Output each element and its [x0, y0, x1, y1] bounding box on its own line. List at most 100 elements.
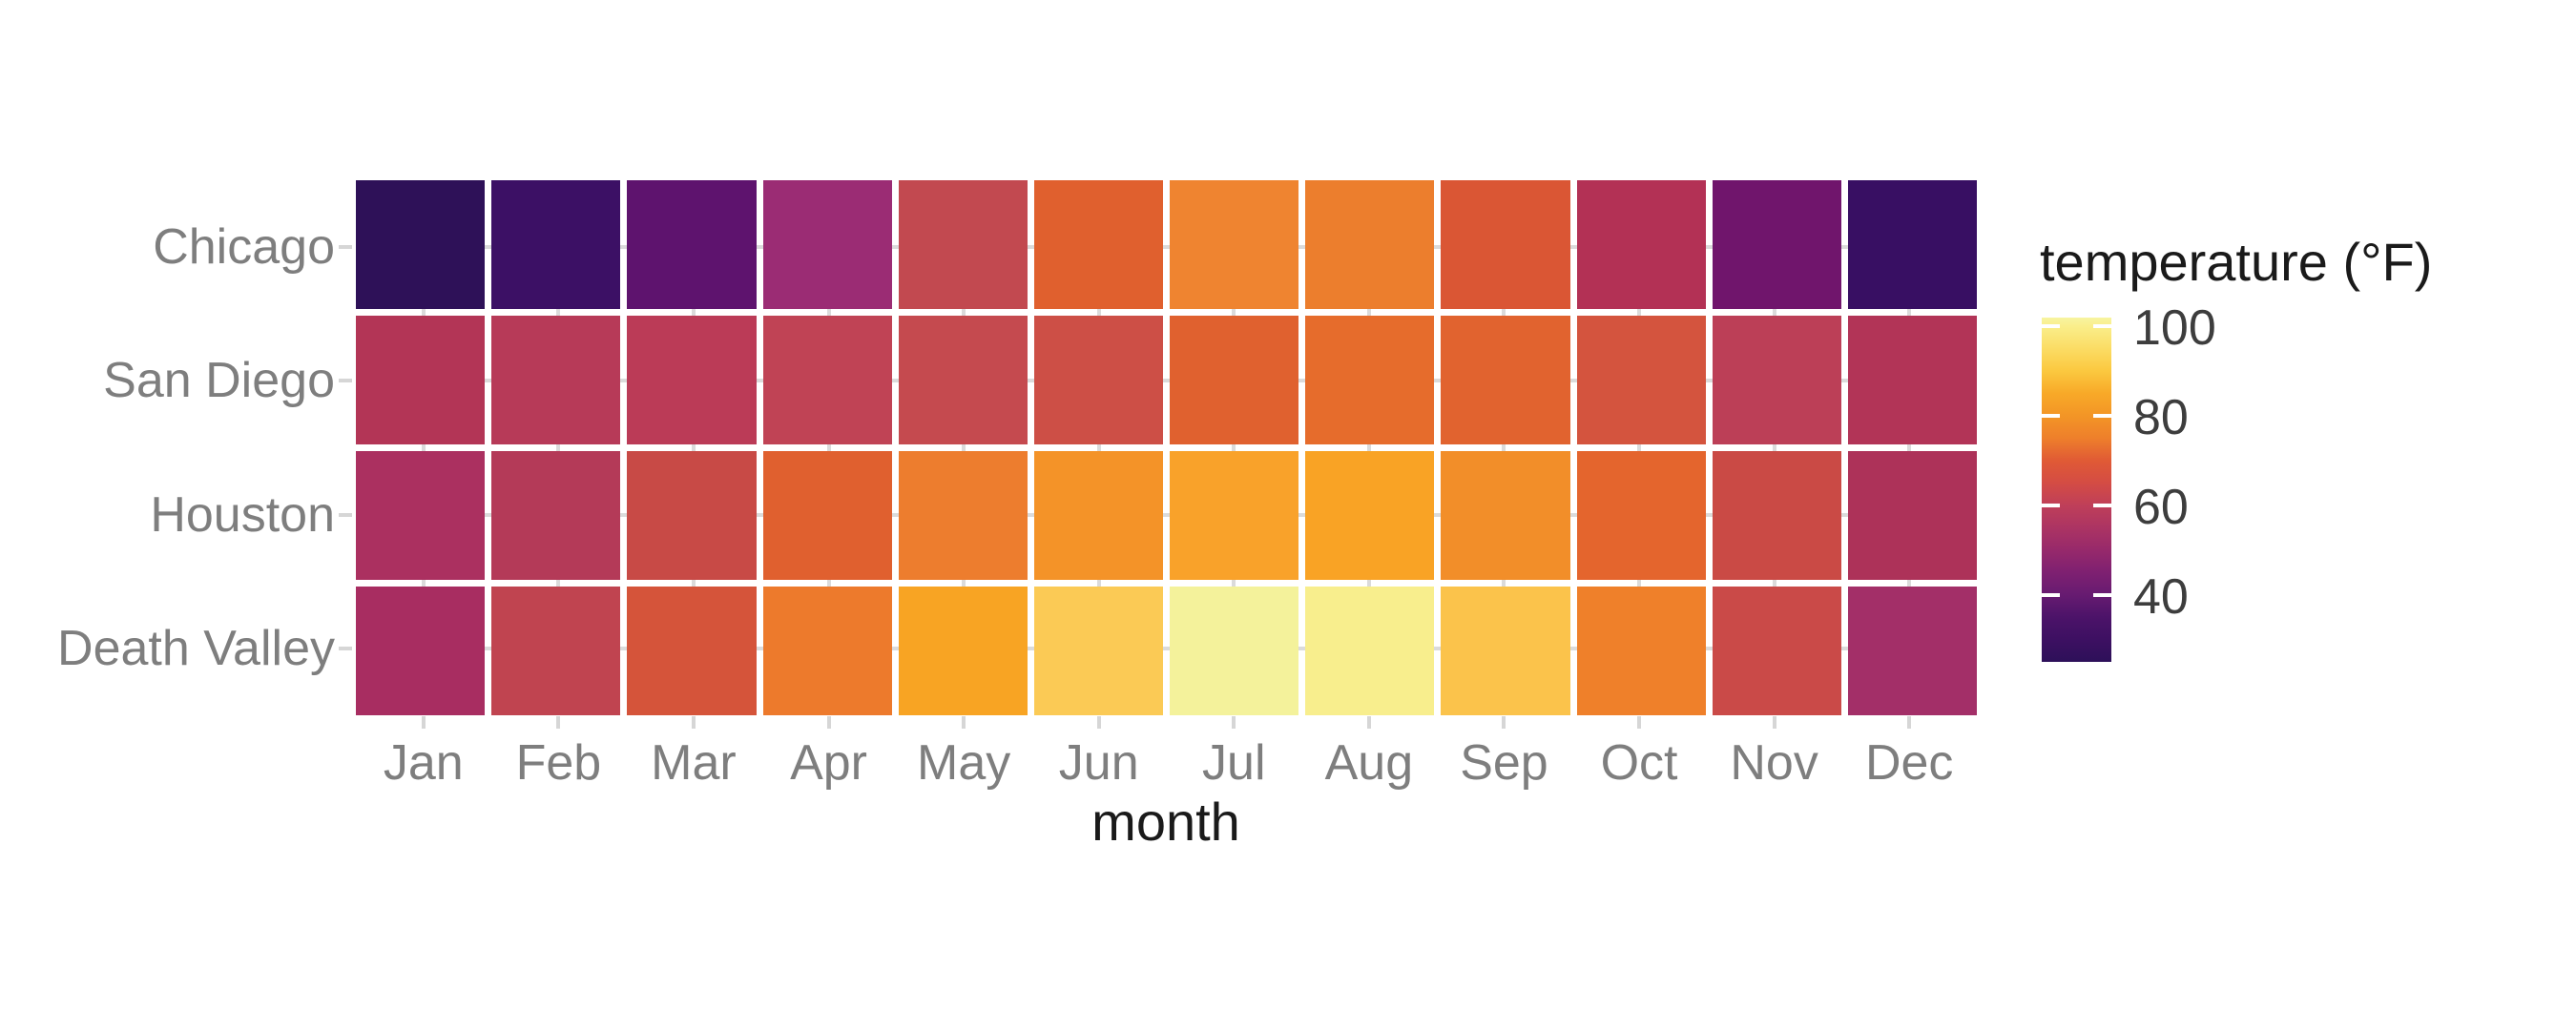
x-axis-tick	[1232, 716, 1236, 729]
heatmap-cell-houston-dec	[1847, 451, 1977, 580]
heatmap-cell-houston-sep	[1441, 451, 1570, 580]
heatmap-cell-chicago-jun	[1033, 180, 1163, 309]
x-axis-tick	[1637, 716, 1642, 729]
heatmap-cell-death-valley-feb	[491, 587, 621, 715]
major-gridline-vertical	[1772, 180, 1776, 715]
major-gridline-vertical	[1366, 180, 1371, 715]
heatmap-cell-death-valley-jul	[1170, 587, 1299, 715]
colorbar-tick-mark	[2042, 324, 2060, 329]
x-axis-tick	[1772, 716, 1776, 729]
heatmap-cell-houston-apr	[762, 451, 892, 580]
x-axis-title: month	[1091, 792, 1240, 852]
legend-title: temperature (°F)	[2040, 232, 2433, 292]
y-axis-label-death-valley: Death Valley	[57, 620, 335, 676]
heatmap-cell-san-diego-nov	[1712, 316, 1841, 444]
x-axis-tick	[826, 716, 831, 729]
colorbar-tick-mark	[2093, 324, 2111, 329]
colorbar-tick-mark	[2093, 414, 2111, 419]
heatmap-cell-houston-may	[898, 451, 1028, 580]
x-axis-label-dec: Dec	[1864, 735, 1954, 791]
x-axis-label-may: May	[917, 735, 1011, 791]
heatmap-cell-chicago-sep	[1441, 180, 1570, 309]
heatmap-cell-death-valley-may	[898, 587, 1028, 715]
heatmap-cell-death-valley-jun	[1033, 587, 1163, 715]
colorbar-tick-label-100: 100	[2133, 300, 2216, 357]
heatmap-cell-san-diego-apr	[762, 316, 892, 444]
x-axis-label-aug: Aug	[1324, 735, 1414, 791]
colorbar-tick-label-60: 60	[2133, 479, 2189, 535]
x-axis-label-feb: Feb	[515, 735, 602, 791]
major-gridline-vertical	[1502, 180, 1506, 715]
heatmap-cell-houston-mar	[627, 451, 757, 580]
heatmap-cell-death-valley-nov	[1712, 587, 1841, 715]
major-gridline-vertical	[1637, 180, 1642, 715]
heatmap-cell-san-diego-jun	[1033, 316, 1163, 444]
heatmap-cell-san-diego-sep	[1441, 316, 1570, 444]
heatmap-cell-san-diego-dec	[1847, 316, 1977, 444]
heatmap-cell-death-valley-jan	[356, 587, 486, 715]
heatmap-cell-death-valley-oct	[1576, 587, 1706, 715]
heatmap-cell-houston-aug	[1305, 451, 1435, 580]
x-axis-tick	[421, 716, 426, 729]
heatmap-cell-san-diego-aug	[1305, 316, 1435, 444]
major-gridline-vertical	[1096, 180, 1101, 715]
y-axis-label-chicago: Chicago	[153, 219, 335, 276]
heatmap-cell-chicago-nov	[1712, 180, 1841, 309]
major-gridline-horizontal	[356, 646, 1977, 650]
plot-panel	[356, 180, 1977, 715]
heatmap-cell-chicago-aug	[1305, 180, 1435, 309]
y-axis-tick	[339, 245, 352, 250]
x-axis-label-oct: Oct	[1600, 735, 1678, 791]
major-gridline-vertical	[1907, 180, 1912, 715]
x-axis-label-jan: Jan	[383, 735, 464, 791]
colorbar-tick-mark	[2042, 414, 2060, 419]
major-gridline-vertical	[691, 180, 696, 715]
heatmap-cell-san-diego-oct	[1576, 316, 1706, 444]
heatmap-cell-chicago-dec	[1847, 180, 1977, 309]
heatmap-cell-houston-nov	[1712, 451, 1841, 580]
heatmap-cell-houston-oct	[1576, 451, 1706, 580]
heatmap-cell-houston-jan	[356, 451, 486, 580]
heatmap-cell-death-valley-apr	[762, 587, 892, 715]
major-gridline-vertical	[962, 180, 966, 715]
colorbar-tick-mark	[2042, 592, 2060, 597]
y-axis-tick	[339, 646, 352, 650]
x-axis-tick	[1096, 716, 1101, 729]
heatmap-cell-san-diego-jul	[1170, 316, 1299, 444]
heatmap-cell-chicago-may	[898, 180, 1028, 309]
major-gridline-vertical	[1232, 180, 1236, 715]
x-axis-label-jun: Jun	[1058, 735, 1139, 791]
x-axis-tick	[962, 716, 966, 729]
x-axis-tick	[1907, 716, 1912, 729]
x-axis-label-sep: Sep	[1460, 735, 1548, 791]
major-gridline-horizontal	[356, 245, 1977, 250]
heatmap-cell-houston-jun	[1033, 451, 1163, 580]
heatmap-cell-chicago-feb	[491, 180, 621, 309]
y-axis-label-san-diego: San Diego	[103, 353, 335, 409]
heatmap-cell-death-valley-aug	[1305, 587, 1435, 715]
major-gridline-vertical	[421, 180, 426, 715]
major-gridline-vertical	[826, 180, 831, 715]
heatmap-cell-death-valley-dec	[1847, 587, 1977, 715]
x-axis-tick	[691, 716, 696, 729]
x-axis-label-apr: Apr	[790, 735, 867, 791]
heatmap-tile-grid	[356, 180, 1977, 715]
y-axis-label-houston: Houston	[150, 486, 335, 543]
heatmap-cell-chicago-mar	[627, 180, 757, 309]
legend-colorbar	[2042, 318, 2111, 662]
heatmap-cell-san-diego-jan	[356, 316, 486, 444]
x-axis-label-mar: Mar	[651, 735, 737, 791]
x-axis-tick	[1502, 716, 1506, 729]
heatmap-cell-chicago-jan	[356, 180, 486, 309]
heatmap-cell-chicago-apr	[762, 180, 892, 309]
x-axis-label-nov: Nov	[1730, 735, 1818, 791]
colorbar-tick-mark	[2042, 503, 2060, 507]
heatmap-cell-san-diego-feb	[491, 316, 621, 444]
heatmap-cell-death-valley-mar	[627, 587, 757, 715]
heatmap-cell-chicago-jul	[1170, 180, 1299, 309]
heatmap-cell-houston-jul	[1170, 451, 1299, 580]
y-axis-tick	[339, 512, 352, 517]
colorbar-tick-mark	[2093, 503, 2111, 507]
colorbar-tick-label-40: 40	[2133, 568, 2189, 625]
